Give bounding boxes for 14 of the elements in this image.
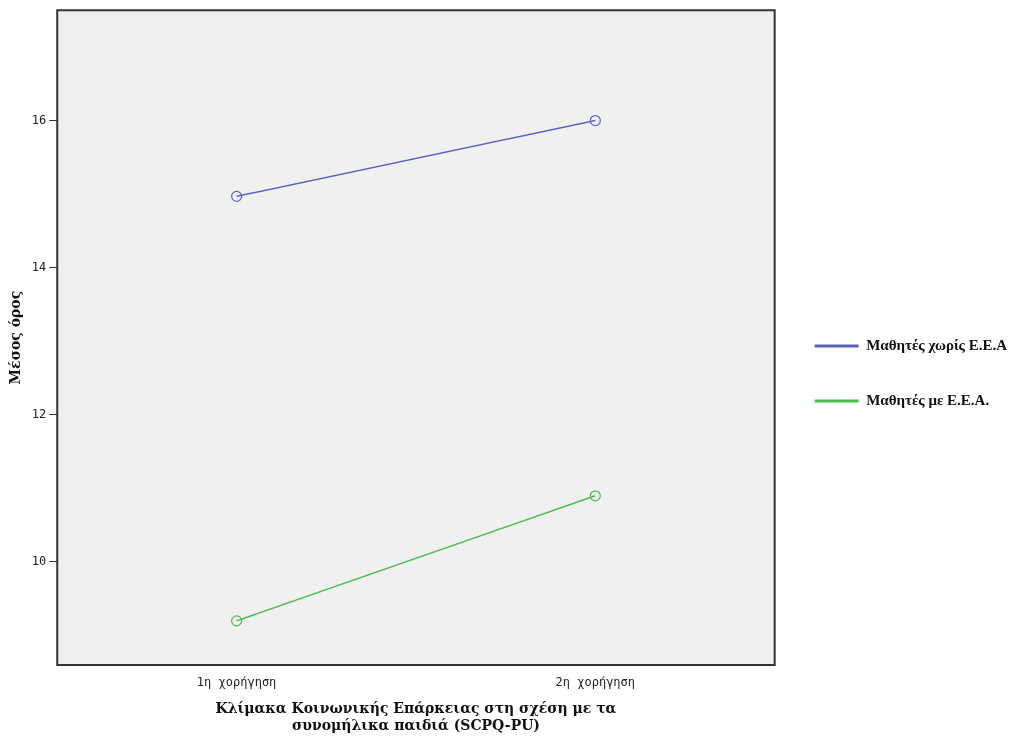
y-tick-label: 16 xyxy=(31,112,47,127)
x-axis-title: Κλίμακα Κοινωνικής Επάρκειας στη σχέση με τα συνομήλικα παιδιά (SCPQ-PU) xyxy=(215,700,617,734)
x-tick-label: 2η χορήγηση xyxy=(555,675,636,690)
point xyxy=(231,615,243,627)
legend-label: Μαθητές χωρίς Ε.Ε.Α xyxy=(866,336,1008,353)
y-tick-label: 10 xyxy=(31,554,47,569)
y-tick-label: 12 xyxy=(31,406,47,421)
point xyxy=(589,114,601,127)
legend-label: Μαθητές με Ε.Ε.Α. xyxy=(866,391,990,408)
point xyxy=(231,190,243,202)
x-tick-label: 1η χορήγηση xyxy=(196,675,277,690)
y-axis-title: Μέσος όρος xyxy=(7,290,24,385)
point xyxy=(589,490,601,502)
y-tick-label: 14 xyxy=(31,259,47,274)
